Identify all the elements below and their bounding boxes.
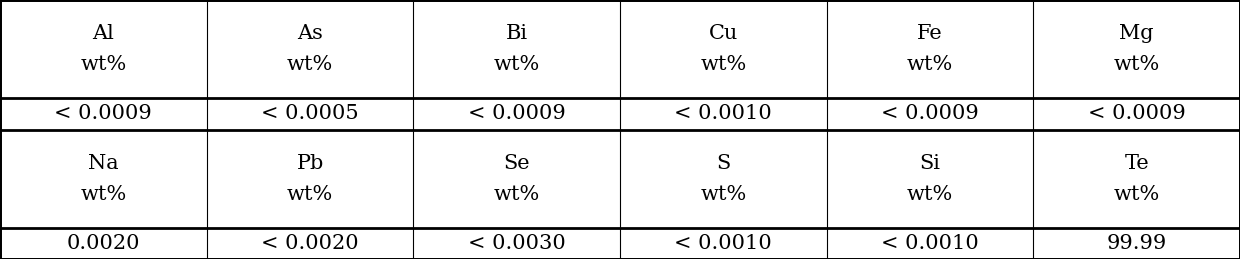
Text: < 0.0010: < 0.0010 (882, 234, 978, 253)
Text: 99.99: 99.99 (1106, 234, 1167, 253)
Text: < 0.0010: < 0.0010 (675, 104, 773, 124)
Text: < 0.0020: < 0.0020 (262, 234, 358, 253)
Text: < 0.0030: < 0.0030 (467, 234, 565, 253)
Text: < 0.0010: < 0.0010 (675, 234, 773, 253)
Text: 0.0020: 0.0020 (67, 234, 140, 253)
Text: Te
wt%: Te wt% (1114, 154, 1159, 204)
Text: < 0.0009: < 0.0009 (467, 104, 565, 124)
Text: Pb
wt%: Pb wt% (286, 154, 334, 204)
Text: Cu
wt%: Cu wt% (701, 24, 746, 74)
Text: Bi
wt%: Bi wt% (494, 24, 539, 74)
Text: < 0.0005: < 0.0005 (262, 104, 358, 124)
Text: < 0.0009: < 0.0009 (55, 104, 153, 124)
Text: S
wt%: S wt% (701, 154, 746, 204)
Text: As
wt%: As wt% (286, 24, 334, 74)
Text: Se
wt%: Se wt% (494, 154, 539, 204)
Text: Fe
wt%: Fe wt% (906, 24, 954, 74)
Text: Al
wt%: Al wt% (81, 24, 126, 74)
Text: < 0.0009: < 0.0009 (1087, 104, 1185, 124)
Text: < 0.0009: < 0.0009 (882, 104, 978, 124)
Text: Mg
wt%: Mg wt% (1114, 24, 1159, 74)
Text: Na
wt%: Na wt% (81, 154, 126, 204)
Text: Si
wt%: Si wt% (906, 154, 954, 204)
